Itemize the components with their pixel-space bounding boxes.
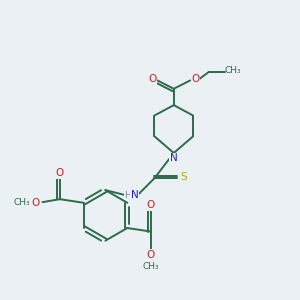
Text: CH₃: CH₃ (14, 198, 30, 207)
Text: N: N (131, 190, 138, 200)
Text: O: O (146, 250, 154, 260)
Text: O: O (146, 200, 154, 210)
Text: O: O (55, 168, 63, 178)
Text: CH₃: CH₃ (225, 66, 242, 75)
Text: O: O (148, 74, 156, 84)
Text: O: O (32, 198, 40, 208)
Text: N: N (170, 153, 178, 163)
Text: CH₃: CH₃ (142, 262, 159, 271)
Text: O: O (191, 74, 200, 84)
Text: H: H (124, 191, 131, 200)
Text: S: S (180, 172, 187, 182)
